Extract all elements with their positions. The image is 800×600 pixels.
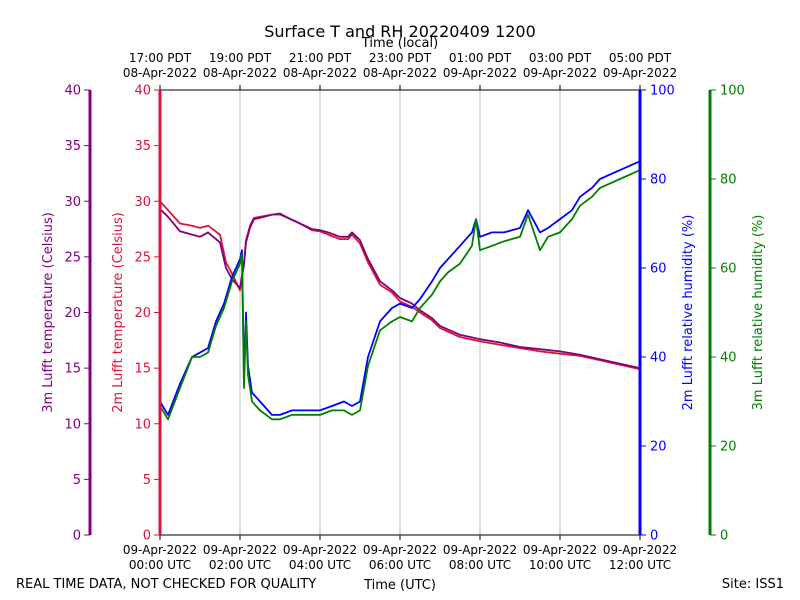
y-tick-label-3m-temp: 35 [64, 139, 81, 154]
y-tick-label-2m-temp: 0 [143, 529, 151, 544]
y-tick-label-2m-temp: 40 [134, 84, 151, 99]
y-tick-label-2m-rh: 80 [650, 173, 667, 188]
x-tick-label-local-date: 09-Apr-2022 [443, 66, 517, 80]
y-tick-label-2m-rh: 40 [650, 351, 667, 366]
x-tick-label-utc-time: 10:00 UTC [529, 558, 591, 572]
x-tick-label-local-time: 03:00 PDT [529, 51, 592, 65]
y-tick-label-2m-temp: 20 [134, 306, 151, 321]
x-tick-label-local-date: 08-Apr-2022 [283, 66, 357, 80]
y-tick-label-3m-rh: 0 [720, 529, 728, 544]
x-tick-label-local-time: 17:00 PDT [129, 51, 192, 65]
series-line-3m-temp [159, 208, 641, 369]
y-tick-label-2m-temp: 15 [134, 362, 151, 377]
series-line-2m-temp [159, 200, 641, 371]
series-line-2m-rh [159, 160, 641, 416]
y-tick-label-3m-rh: 80 [720, 173, 737, 188]
y-tick-label-2m-temp: 30 [134, 195, 151, 210]
y-tick-label-3m-temp: 30 [64, 195, 81, 210]
y-tick-label-3m-temp: 20 [64, 306, 81, 321]
y-tick-label-2m-temp: 25 [134, 250, 151, 265]
x-tick-label-utc-time: 08:00 UTC [449, 558, 511, 572]
y-axis-label-3m-temp: 3m Lufft temperature (Celsius) [41, 212, 56, 413]
x-tick-label-local-date: 08-Apr-2022 [363, 66, 437, 80]
chart-title: Surface T and RH 20220409 1200 [264, 22, 536, 41]
y-tick-label-3m-temp: 0 [73, 529, 81, 544]
y-tick-label-3m-rh: 40 [720, 351, 737, 366]
x-tick-label-utc-date: 09-Apr-2022 [283, 543, 357, 557]
x-tick-label-utc-time: 04:00 UTC [289, 558, 351, 572]
y-tick-label-3m-rh: 60 [720, 262, 737, 277]
y-axis-label-2m-rh: 2m Lufft relative humidity (%) [681, 215, 696, 411]
top-axis-title: Time (local) [361, 36, 438, 51]
y-tick-label-2m-rh: 20 [650, 440, 667, 455]
x-tick-label-utc-date: 09-Apr-2022 [523, 543, 597, 557]
x-tick-label-local-time: 19:00 PDT [209, 51, 272, 65]
x-tick-label-utc-time: 12:00 UTC [609, 558, 671, 572]
y-tick-label-2m-rh: 60 [650, 262, 667, 277]
x-tick-label-utc-date: 09-Apr-2022 [443, 543, 517, 557]
y-tick-label-2m-temp: 10 [134, 417, 151, 432]
y-tick-label-3m-temp: 5 [73, 473, 81, 488]
x-axis-label: Time (UTC) [363, 578, 436, 593]
x-tick-label-utc-date: 09-Apr-2022 [363, 543, 437, 557]
y-tick-label-2m-temp: 5 [143, 473, 151, 488]
x-tick-label-utc-time: 06:00 UTC [369, 558, 431, 572]
y-tick-label-3m-temp: 15 [64, 362, 81, 377]
x-tick-label-local-date: 08-Apr-2022 [123, 66, 197, 80]
x-tick-label-local-date: 09-Apr-2022 [603, 66, 677, 80]
footer-site-label: Site: ISS1 [722, 577, 784, 592]
y-tick-label-3m-rh: 100 [720, 84, 745, 99]
x-tick-label-local-date: 09-Apr-2022 [523, 66, 597, 80]
x-tick-label-utc-time: 02:00 UTC [209, 558, 271, 572]
x-tick-label-local-date: 08-Apr-2022 [203, 66, 277, 80]
y-tick-label-2m-rh: 0 [650, 529, 658, 544]
y-tick-label-2m-rh: 100 [650, 84, 675, 99]
y-tick-label-3m-temp: 40 [64, 84, 81, 99]
y-tick-label-3m-rh: 20 [720, 440, 737, 455]
x-tick-label-local-time: 05:00 PDT [609, 51, 672, 65]
x-tick-label-utc-time: 00:00 UTC [129, 558, 191, 572]
y-tick-label-3m-temp: 10 [64, 417, 81, 432]
y-axis-label-3m-rh: 3m Lufft relative humidity (%) [751, 215, 766, 411]
y-axis-label-2m-temp: 2m Lufft temperature (Celsius) [111, 212, 126, 413]
y-tick-label-2m-temp: 35 [134, 139, 151, 154]
x-tick-label-utc-date: 09-Apr-2022 [123, 543, 197, 557]
x-tick-label-local-time: 01:00 PDT [449, 51, 512, 65]
footer-quality-note: REAL TIME DATA, NOT CHECKED FOR QUALITY [16, 577, 316, 592]
series-line-3m-rh [159, 169, 641, 421]
x-tick-label-local-time: 23:00 PDT [369, 51, 432, 65]
x-tick-label-local-time: 21:00 PDT [289, 51, 352, 65]
x-tick-label-utc-date: 09-Apr-2022 [203, 543, 277, 557]
y-tick-label-3m-temp: 25 [64, 250, 81, 265]
x-tick-label-utc-date: 09-Apr-2022 [603, 543, 677, 557]
